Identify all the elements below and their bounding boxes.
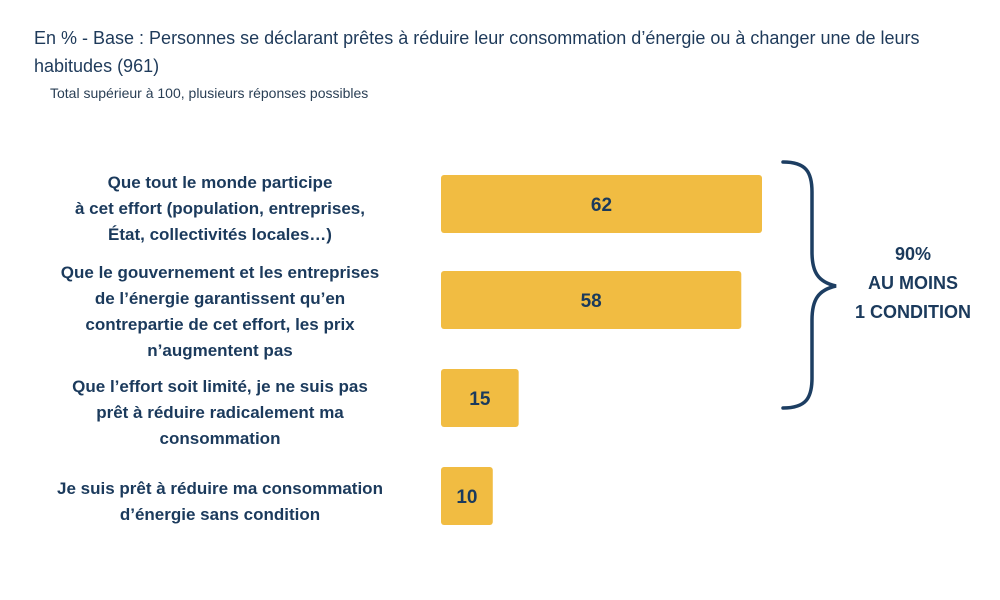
category-label-1: Que le gouvernement et les entreprises de… [20,260,420,364]
data-label-3: 10 [456,487,477,508]
summary-value: 90% [894,244,932,264]
category-label-line: n’augmentent pas [147,341,293,360]
data-label-1: 58 [581,291,602,312]
summary-callout: 90% AU MOINS 1 CONDITION [838,240,988,327]
bar-2 [441,369,519,427]
data-label-0: 62 [591,195,612,216]
category-label-3: Je suis prêt à réduire ma consommation d’… [20,476,420,528]
summary-line-1: AU MOINS [868,273,958,293]
category-label-line: Que le gouvernement et les entreprises [60,263,380,282]
chart-subtitle: En % - Base : Personnes se déclarant prê… [34,28,920,76]
category-label-line: Je suis prêt à réduire ma consommation [57,479,383,498]
summary-line-2: 1 CONDITION [854,302,971,322]
category-label-line: consommation [159,429,281,448]
data-label-2: 15 [469,389,491,410]
category-label-0: Que tout le monde participe à cet effort … [20,170,420,248]
category-label-line: Que tout le monde participe [107,173,333,192]
category-label-line: à cet effort (population, entreprises, [75,199,365,218]
category-label-line: d’énergie sans condition [119,505,321,524]
category-label-line: État, collectivités locales…) [108,225,332,244]
category-label-line: Que l’effort soit limité, je ne suis pas [72,377,368,396]
chart-note: Total supérieur à 100, plusieurs réponse… [50,85,369,101]
bar-0 [441,175,762,233]
category-label-line: contrepartie de cet effort, les prix [85,315,355,334]
curly-brace [781,160,837,410]
category-label-2: Que l’effort soit limité, je ne suis pas… [20,374,420,452]
category-label-line: de l’énergie garantissent qu’en [94,289,346,308]
category-label-line: prêt à réduire radicalement ma [96,403,344,422]
bar-1 [441,271,742,329]
bar-3 [441,467,493,525]
